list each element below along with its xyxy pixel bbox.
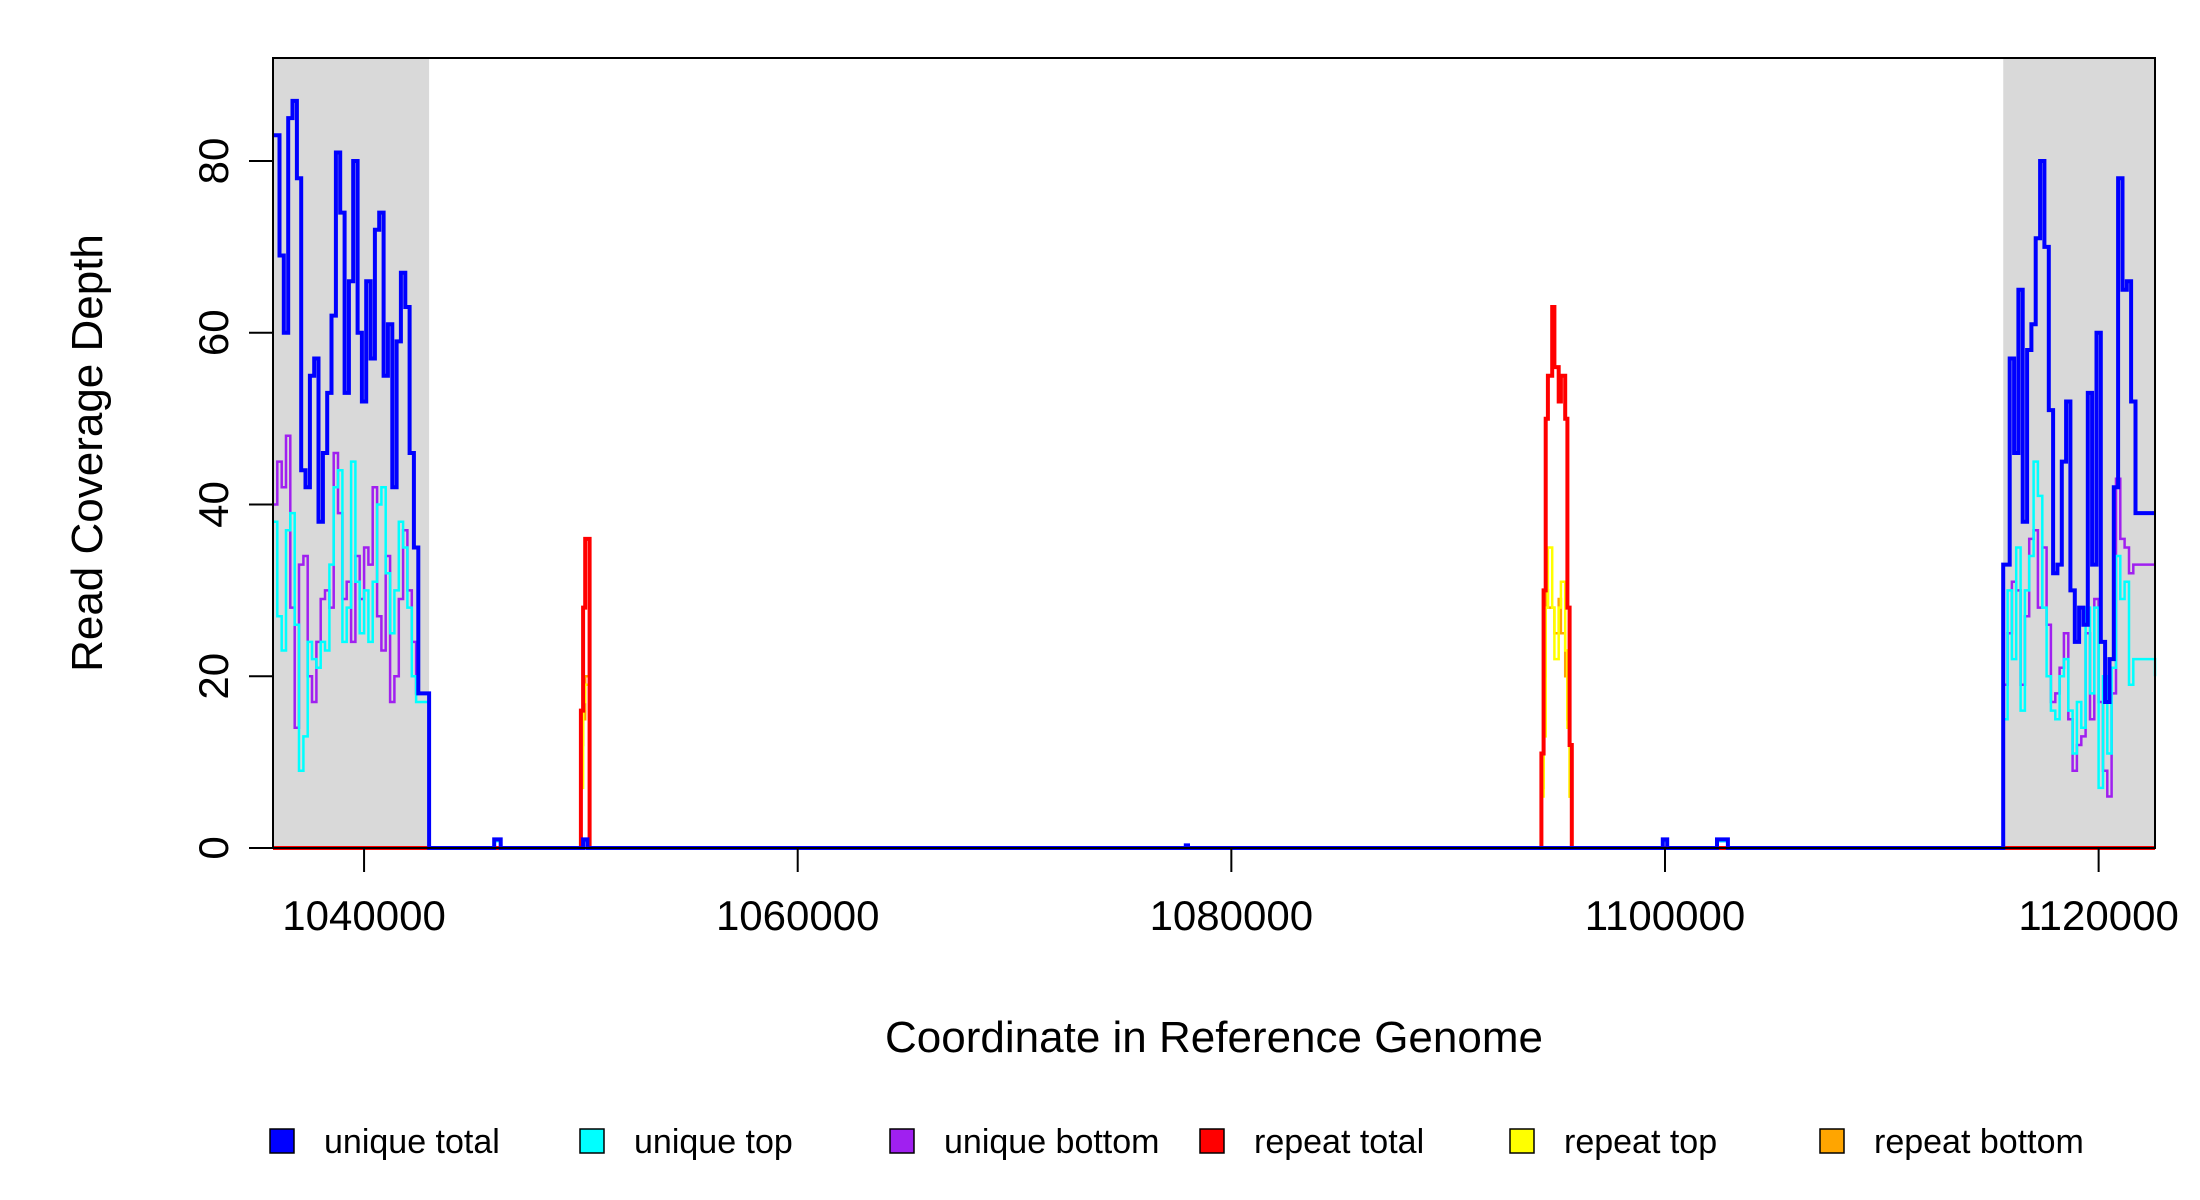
x-axis-title: Coordinate in Reference Genome — [885, 1013, 1543, 1062]
plot-frame — [272, 57, 2156, 849]
y-tick-label: 0 — [190, 836, 237, 859]
series-line-unique-bottom — [273, 434, 2155, 850]
x-tick-label: 1100000 — [1585, 892, 1745, 939]
series-line-unique-total — [273, 98, 2155, 850]
series-line-repeat-bottom — [273, 589, 2155, 850]
legend-item-unique-bottom: unique bottom — [889, 1123, 1160, 1161]
legend-label: unique total — [324, 1123, 500, 1161]
legend-swatch — [1509, 1128, 1535, 1154]
legend-swatch — [1199, 1128, 1225, 1154]
x-tick-label: 1040000 — [282, 892, 446, 939]
series-line-repeat-total — [273, 305, 2155, 850]
legend-label: repeat bottom — [1874, 1123, 2084, 1161]
x-tick-label: 1120000 — [2018, 892, 2178, 939]
legend-swatch — [889, 1128, 915, 1154]
legend-label: repeat top — [1564, 1123, 1717, 1161]
shaded-regions — [273, 58, 2155, 848]
y-tick-label: 20 — [190, 653, 237, 700]
legend-item-repeat-top: repeat top — [1509, 1123, 1717, 1161]
legend-item-repeat-total: repeat total — [1199, 1123, 1424, 1161]
y-axis-title: Read Coverage Depth — [63, 234, 112, 672]
legend-label: unique top — [634, 1123, 793, 1161]
legend-swatch — [269, 1128, 295, 1154]
legend-label: repeat total — [1254, 1123, 1424, 1161]
legend-item-unique-total: unique total — [269, 1123, 500, 1161]
series-line-unique-top — [273, 460, 2157, 850]
legend-item-repeat-bottom: repeat bottom — [1819, 1123, 2084, 1161]
y-axis: 0 20 40 60 80 — [190, 138, 274, 860]
x-tick-label: 1060000 — [716, 892, 880, 939]
series-line-repeat-top — [273, 546, 2155, 850]
y-tick-label: 80 — [190, 138, 237, 185]
legend-label: unique bottom — [944, 1123, 1160, 1161]
legend-item-unique-top: unique top — [579, 1123, 793, 1161]
legend-swatch — [579, 1128, 605, 1154]
y-tick-label: 60 — [190, 309, 237, 356]
x-tick-label: 1080000 — [1150, 892, 1314, 939]
y-tick-label: 40 — [190, 481, 237, 528]
legend: unique total unique top unique bottom repea… — [269, 1123, 2084, 1161]
legend-swatch — [1819, 1128, 1845, 1154]
x-axis: 1040000 1060000 1080000 1100000 1120000 — [282, 847, 2179, 939]
series-lines — [273, 98, 2157, 850]
